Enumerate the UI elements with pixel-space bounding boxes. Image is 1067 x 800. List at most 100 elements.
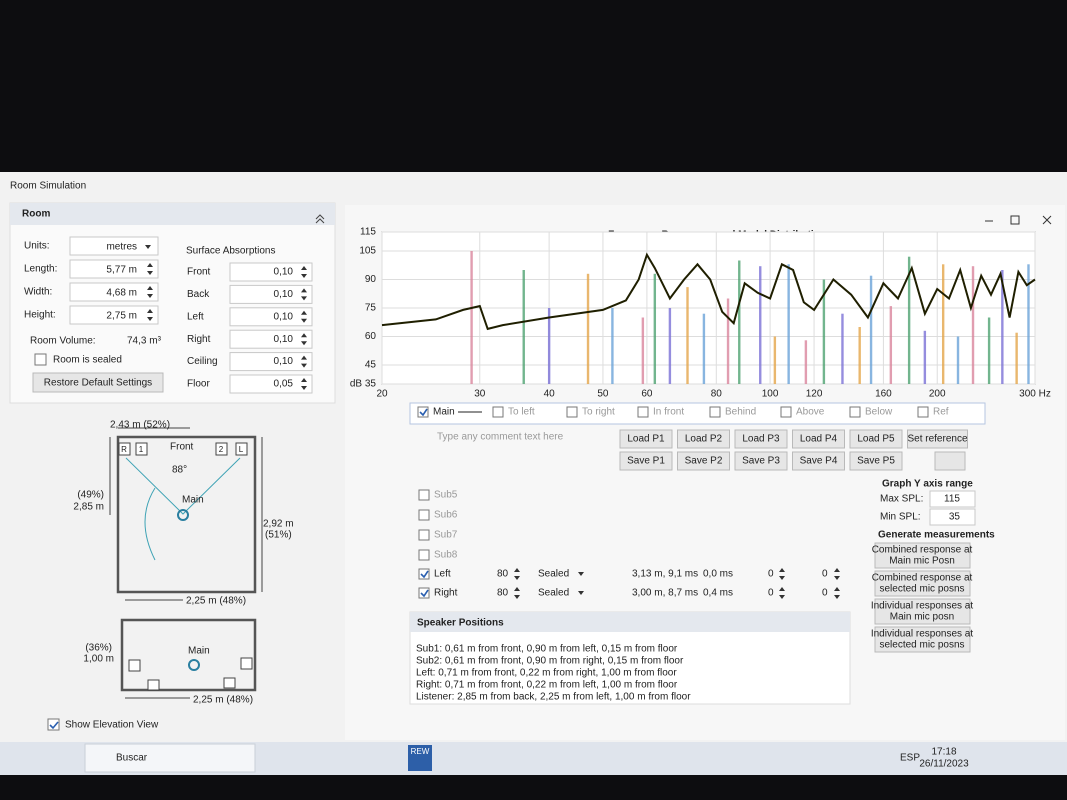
angle-arc bbox=[144, 487, 156, 561]
spinner[interactable] bbox=[779, 568, 785, 580]
input[interactable] bbox=[229, 352, 313, 372]
label: Height: bbox=[24, 310, 56, 321]
spinner[interactable] bbox=[301, 266, 307, 278]
checkbox[interactable] bbox=[418, 489, 430, 501]
input[interactable] bbox=[229, 284, 313, 304]
spinner[interactable] bbox=[147, 286, 153, 298]
spinner[interactable] bbox=[301, 288, 307, 301]
spinner[interactable] bbox=[779, 587, 785, 599]
check bbox=[49, 721, 59, 730]
button-label: Restore Default Settings bbox=[44, 378, 152, 389]
sub-name: Sub5 bbox=[434, 490, 458, 501]
spinner[interactable] bbox=[834, 568, 840, 580]
spinner[interactable] bbox=[514, 568, 520, 580]
input[interactable] bbox=[229, 307, 313, 327]
button[interactable] bbox=[619, 429, 673, 449]
speaker bbox=[240, 657, 253, 670]
input[interactable] bbox=[229, 262, 313, 282]
angle: 88° bbox=[172, 465, 187, 476]
button[interactable] bbox=[792, 429, 845, 449]
max-input[interactable] bbox=[929, 490, 976, 508]
button-label: selected mic posns bbox=[879, 640, 964, 651]
checkbox[interactable] bbox=[47, 718, 60, 731]
mode-bar bbox=[841, 313, 844, 384]
button[interactable] bbox=[874, 570, 971, 597]
input[interactable] bbox=[229, 329, 313, 349]
spinner[interactable] bbox=[301, 355, 307, 368]
checkbox[interactable] bbox=[917, 406, 929, 418]
close[interactable] bbox=[1042, 215, 1052, 225]
button[interactable] bbox=[874, 626, 971, 653]
button[interactable] bbox=[907, 429, 968, 449]
position-line: Sub2: 0,61 m from front, 0,90 m from rig… bbox=[416, 656, 684, 667]
trace-label: To left bbox=[508, 407, 535, 418]
button-label: Set reference bbox=[907, 434, 967, 445]
spinner[interactable] bbox=[301, 378, 307, 390]
maximize[interactable] bbox=[1010, 215, 1020, 225]
label: Show Elevation View bbox=[65, 720, 159, 731]
button[interactable] bbox=[874, 542, 971, 569]
checkbox[interactable] bbox=[418, 509, 430, 521]
spinner[interactable] bbox=[834, 587, 840, 599]
label: Ceiling bbox=[187, 356, 218, 367]
search-box[interactable] bbox=[84, 743, 256, 773]
button[interactable] bbox=[849, 451, 903, 471]
checkbox[interactable] bbox=[418, 529, 430, 541]
button[interactable] bbox=[934, 451, 966, 471]
spinner[interactable] bbox=[514, 587, 520, 599]
y-tick-label: 105 bbox=[359, 246, 376, 257]
button-label: Save P2 bbox=[685, 456, 723, 467]
value: 0,05 bbox=[274, 379, 294, 390]
checkbox[interactable] bbox=[637, 406, 649, 418]
speaker bbox=[235, 442, 248, 456]
comment-input[interactable]: Type any comment text here bbox=[437, 432, 564, 443]
checkbox[interactable] bbox=[34, 353, 47, 366]
button-label: Main mic posn bbox=[890, 612, 954, 623]
checkbox[interactable] bbox=[492, 406, 504, 418]
spinner[interactable] bbox=[301, 333, 307, 346]
value: 35 bbox=[949, 512, 961, 523]
checkbox[interactable] bbox=[566, 406, 578, 418]
button-label: Combined response at bbox=[872, 573, 973, 584]
trace-list: Main To left To right In front Behind Above Be… bbox=[417, 406, 949, 418]
x-tick-label: 30 bbox=[474, 389, 486, 400]
checkbox[interactable] bbox=[418, 587, 430, 599]
dim-label: 2,25 m (48%) bbox=[193, 695, 253, 706]
button-label: Individual responses at bbox=[871, 601, 974, 612]
spinner[interactable] bbox=[147, 263, 153, 275]
dropdown-arrow[interactable] bbox=[578, 572, 584, 576]
checkbox[interactable] bbox=[417, 406, 429, 418]
collapse-icon[interactable] bbox=[315, 214, 325, 224]
sub bbox=[135, 442, 148, 456]
checkbox[interactable] bbox=[418, 568, 430, 580]
app-icon[interactable] bbox=[408, 745, 432, 771]
spinner[interactable] bbox=[147, 309, 153, 321]
checkbox[interactable] bbox=[418, 549, 430, 561]
button[interactable] bbox=[792, 451, 845, 471]
button[interactable] bbox=[677, 429, 730, 449]
input[interactable] bbox=[229, 374, 313, 394]
button[interactable] bbox=[32, 372, 164, 393]
speaker-name: Left bbox=[434, 569, 451, 580]
checkbox[interactable] bbox=[780, 406, 792, 418]
button[interactable] bbox=[874, 598, 971, 625]
length-input[interactable] bbox=[69, 259, 159, 279]
button[interactable] bbox=[619, 451, 673, 471]
checkbox[interactable] bbox=[709, 406, 721, 418]
button[interactable] bbox=[849, 429, 903, 449]
width-input[interactable] bbox=[69, 282, 159, 302]
min-input[interactable] bbox=[929, 508, 976, 526]
spinner[interactable] bbox=[301, 310, 307, 323]
value: metres bbox=[106, 242, 137, 253]
dropdown-arrow[interactable] bbox=[578, 591, 584, 595]
value: 115 bbox=[944, 494, 960, 505]
units-select[interactable] bbox=[69, 236, 159, 256]
height-input[interactable] bbox=[69, 305, 159, 325]
checkbox[interactable] bbox=[849, 406, 861, 418]
mode-bar bbox=[547, 308, 551, 384]
button[interactable] bbox=[734, 429, 788, 449]
label: Front bbox=[187, 267, 211, 278]
button[interactable] bbox=[677, 451, 730, 471]
button[interactable] bbox=[734, 451, 788, 471]
label: Floor bbox=[187, 379, 210, 390]
